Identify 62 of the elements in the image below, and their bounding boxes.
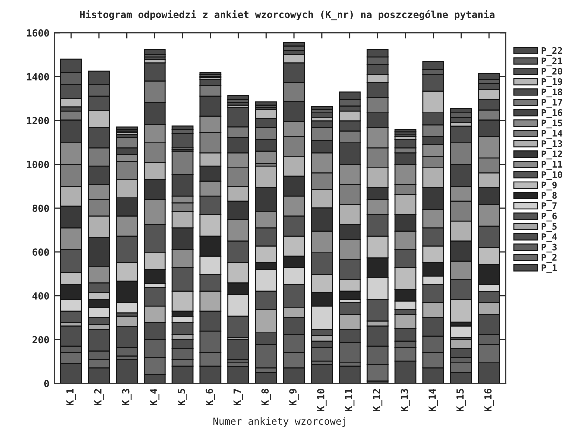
legend-label: P_21 xyxy=(542,58,563,67)
bar xyxy=(283,42,306,47)
y-tick-label: 400 xyxy=(32,292,50,300)
y-tick-label: 1400 xyxy=(27,73,50,81)
legend-label: P_5 xyxy=(542,223,557,232)
x-tick-label: K_1 xyxy=(66,388,76,406)
legend-label: P_15 xyxy=(542,120,562,129)
x-tick-label: K_2 xyxy=(94,389,104,406)
legend-label: P_22 xyxy=(542,47,562,56)
x-tick-label: K_5 xyxy=(178,389,188,406)
y-tick-label: 200 xyxy=(32,336,50,344)
legend-label: P_11 xyxy=(542,161,563,170)
x-tick-label: K_8 xyxy=(262,389,272,406)
legend-label: P_20 xyxy=(542,68,562,77)
bar xyxy=(228,95,250,100)
x-axis-title: Numer ankiety wzorcowej xyxy=(214,418,346,427)
x-tick-label: K_10 xyxy=(317,389,327,412)
legend-label: P_12 xyxy=(542,150,562,160)
legend-label: P_19 xyxy=(542,78,562,88)
legend-label: P_10 xyxy=(542,171,562,180)
legend-label: P_2 xyxy=(542,254,557,264)
legend-label: P_13 xyxy=(542,140,562,150)
x-tick-label: K_12 xyxy=(373,389,383,412)
x-tick-label: K_14 xyxy=(428,388,438,412)
x-tick-label: K_16 xyxy=(484,389,494,412)
bar xyxy=(228,366,250,384)
y-tick-label: 1600 xyxy=(27,30,50,37)
y-tick-label: 1000 xyxy=(27,161,50,168)
bar xyxy=(311,364,334,384)
x-tick-label: K_9 xyxy=(290,389,299,406)
y-tick-label: 600 xyxy=(32,248,50,256)
legend-label: P_8 xyxy=(542,192,557,201)
bar xyxy=(394,129,417,133)
x-tick-label: K_4 xyxy=(150,388,160,406)
bar xyxy=(116,126,138,130)
bar xyxy=(172,133,194,149)
x-tick-label: K_15 xyxy=(456,389,466,412)
x-tick-label: K_11 xyxy=(345,388,355,412)
legend-label: P_3 xyxy=(542,244,557,253)
x-tick-label: K_13 xyxy=(400,389,410,412)
x-tick-label: K_6 xyxy=(206,389,216,406)
legend-label: P_9 xyxy=(542,182,557,191)
bar xyxy=(478,73,500,80)
legend-label: P_14 xyxy=(542,130,563,139)
y-tick-label: 1200 xyxy=(27,117,50,125)
bar xyxy=(255,102,278,106)
bar xyxy=(339,366,361,384)
y-tick-label: 0 xyxy=(44,380,50,388)
x-tick-label: K_7 xyxy=(234,389,244,406)
bar xyxy=(311,106,334,110)
legend-label: P_18 xyxy=(542,88,562,98)
y-tick-label: 800 xyxy=(32,204,50,212)
legend-label: P_6 xyxy=(542,212,558,222)
legend-label: P_16 xyxy=(542,109,562,118)
x-tick-label: K_3 xyxy=(122,389,132,406)
legend-label: P_4 xyxy=(542,234,558,242)
legend-label: P_17 xyxy=(542,99,562,108)
chart-title: Histogram odpowiedzi z ankiet wzorcowych (K_nr) na poszczególne pytania xyxy=(80,10,495,21)
legend-label: P_1 xyxy=(542,264,558,274)
bar xyxy=(144,49,166,56)
bar xyxy=(116,359,138,384)
legend-label: P_7 xyxy=(542,202,557,212)
